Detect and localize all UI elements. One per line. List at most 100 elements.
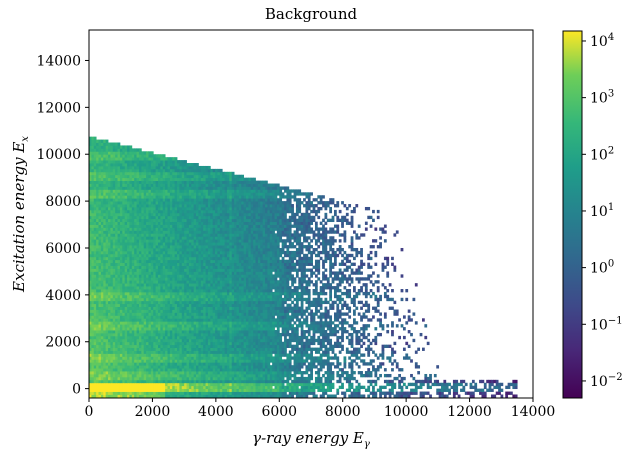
heatmap-cell xyxy=(441,385,444,390)
heatmap-cell xyxy=(367,388,371,392)
heatmap-cell xyxy=(215,371,218,375)
heatmap-cell xyxy=(326,373,330,378)
heatmap-cell xyxy=(205,315,209,319)
heatmap-cell xyxy=(226,294,230,299)
heatmap-cell xyxy=(98,268,102,272)
heatmap-cell xyxy=(191,365,195,369)
heatmap-cell xyxy=(253,344,256,349)
heatmap-cell xyxy=(241,277,245,281)
heatmap-cell xyxy=(312,271,316,275)
heatmap-cell xyxy=(169,385,173,390)
heatmap-cell xyxy=(493,385,497,390)
heatmap-cell xyxy=(272,365,275,369)
heatmap-cell xyxy=(267,306,271,310)
heatmap-cell xyxy=(410,373,413,378)
heatmap-cell xyxy=(138,280,142,284)
heatmap-cell xyxy=(172,347,176,351)
heatmap-cell xyxy=(198,286,202,290)
heatmap-cell xyxy=(248,315,252,319)
heatmap-cell xyxy=(255,365,259,369)
heatmap-cell xyxy=(207,376,211,381)
heatmap-cell xyxy=(245,341,249,346)
heatmap-cell xyxy=(181,289,185,293)
heatmap-cell xyxy=(426,385,430,390)
heatmap-cell xyxy=(200,365,204,369)
heatmap-cell xyxy=(155,315,159,319)
heatmap-cell xyxy=(207,335,211,340)
heatmap-cell xyxy=(426,391,430,395)
heatmap-cell xyxy=(205,277,209,281)
heatmap-cell xyxy=(115,309,118,313)
heatmap-cell xyxy=(267,359,271,363)
heatmap-cell xyxy=(105,344,109,349)
heatmap-cell xyxy=(89,315,92,319)
heatmap-cell xyxy=(177,344,180,349)
heatmap-cell xyxy=(255,306,259,310)
heatmap-cell xyxy=(186,394,190,398)
heatmap-cell xyxy=(177,324,180,328)
heatmap-cell xyxy=(248,294,252,299)
heatmap-cell xyxy=(243,297,247,302)
heatmap-cell xyxy=(257,277,261,281)
heatmap-cell xyxy=(495,382,499,387)
heatmap-cell xyxy=(222,344,225,349)
heatmap-cell xyxy=(243,365,247,369)
heatmap-cell xyxy=(181,391,185,395)
heatmap-cell xyxy=(305,318,309,322)
heatmap-cell xyxy=(438,391,442,395)
heatmap-cell xyxy=(119,300,123,305)
heatmap-cell xyxy=(177,330,180,334)
heatmap-cell xyxy=(212,274,216,278)
heatmap-cell xyxy=(400,274,404,278)
heatmap-cell xyxy=(281,382,285,387)
heatmap-cell xyxy=(143,300,147,305)
heatmap-cell xyxy=(329,271,333,275)
heatmap-cell xyxy=(198,391,202,395)
heatmap-cell xyxy=(105,353,109,357)
heatmap-cell xyxy=(165,347,168,351)
heatmap-cell xyxy=(262,303,266,307)
heatmap-cell xyxy=(295,376,299,381)
heatmap-cell xyxy=(188,306,192,310)
heatmap-cell xyxy=(310,353,313,357)
heatmap-cell xyxy=(336,283,340,287)
heatmap-cell xyxy=(314,347,318,351)
heatmap-cell xyxy=(191,306,195,310)
heatmap-cell xyxy=(350,271,354,275)
heatmap-cell xyxy=(108,306,111,310)
heatmap-cell xyxy=(276,321,280,325)
heatmap-cell xyxy=(184,338,187,343)
heatmap-cell xyxy=(405,297,409,302)
heatmap-cell xyxy=(91,356,95,360)
heatmap-cell xyxy=(398,382,401,387)
heatmap-cell xyxy=(103,294,107,299)
heatmap-cell xyxy=(157,294,161,299)
heatmap-cell xyxy=(172,332,176,337)
heatmap-cell xyxy=(284,300,287,305)
heatmap-cell xyxy=(143,371,147,375)
heatmap-cell xyxy=(360,306,363,310)
heatmap-cell xyxy=(205,330,209,334)
heatmap-cell xyxy=(141,297,145,302)
heatmap-cell xyxy=(255,371,259,375)
heatmap-cell xyxy=(226,341,230,346)
heatmap-cell xyxy=(110,338,114,343)
heatmap-cell xyxy=(341,391,344,395)
heatmap-cell xyxy=(248,277,252,281)
heatmap-cell xyxy=(265,280,268,284)
heatmap-cell xyxy=(229,289,233,293)
heatmap-cell xyxy=(138,268,142,272)
heatmap-cell xyxy=(103,341,107,346)
heatmap-cell xyxy=(177,362,180,366)
heatmap-cell xyxy=(138,318,142,322)
heatmap-cell xyxy=(146,353,149,357)
heatmap-cell xyxy=(91,280,95,284)
heatmap-cell xyxy=(129,335,133,340)
heatmap-cell xyxy=(191,300,195,305)
heatmap-cell xyxy=(179,268,183,272)
heatmap-cell xyxy=(391,362,394,366)
heatmap-cell xyxy=(146,382,149,387)
heatmap-cell xyxy=(324,347,328,351)
heatmap-cell xyxy=(219,294,223,299)
heatmap-cell xyxy=(198,268,202,272)
